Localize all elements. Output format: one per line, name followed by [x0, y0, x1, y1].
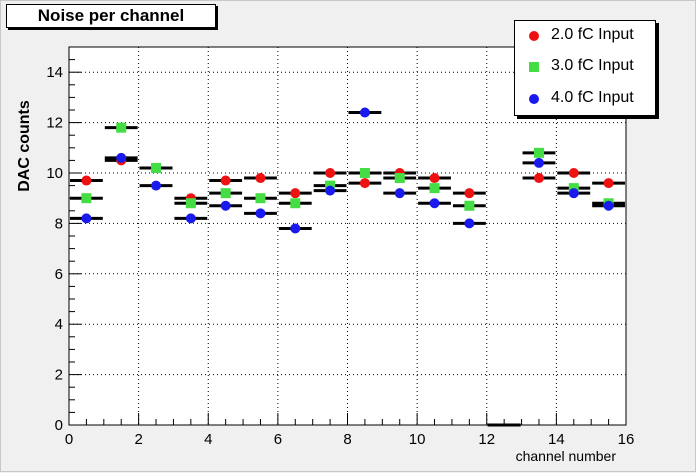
data-point-series-3 — [533, 157, 544, 168]
data-point-series-1 — [464, 188, 475, 199]
circle-marker-icon — [529, 31, 539, 41]
data-point-series-2 — [568, 183, 579, 194]
x-tick-label: 0 — [65, 431, 73, 448]
data-point-series-2 — [394, 173, 405, 184]
data-point-series-2 — [185, 198, 196, 209]
x-tick-label: 2 — [134, 431, 142, 448]
chart-title: Noise per channel — [37, 6, 185, 25]
y-tick-label: 2 — [55, 367, 63, 384]
data-point-series-2 — [255, 193, 266, 204]
data-point-series-1 — [81, 175, 92, 186]
data-point-series-3 — [429, 198, 440, 209]
data-point-series-3 — [603, 200, 614, 211]
x-axis-label: channel number — [516, 448, 617, 464]
legend-label: 2.0 fC Input — [551, 26, 634, 43]
data-point-series-3 — [151, 180, 162, 191]
y-tick-label: 10 — [46, 165, 63, 182]
y-tick-label: 0 — [55, 417, 63, 434]
data-point-series-3 — [290, 223, 301, 234]
data-point-series-1 — [290, 188, 301, 199]
data-point-series-2 — [81, 193, 92, 204]
y-tick-label: 4 — [55, 316, 63, 333]
data-point-series-3 — [568, 188, 579, 199]
data-point-series-3 — [255, 208, 266, 219]
data-point-series-3 — [464, 218, 475, 229]
data-point-series-3 — [81, 213, 92, 224]
x-tick-label: 12 — [478, 431, 495, 448]
data-point-series-2 — [533, 147, 544, 158]
chart-title-box: Noise per channel — [6, 4, 216, 28]
data-point-series-2 — [151, 162, 162, 173]
data-point-series-1 — [533, 173, 544, 184]
y-tick-label: 14 — [46, 64, 63, 81]
data-point-series-2 — [325, 180, 336, 191]
legend: 2.0 fC Input 3.0 fC Input 4.0 fC Input — [514, 20, 656, 116]
data-point-series-1 — [359, 178, 370, 189]
y-tick-label: 6 — [55, 266, 63, 283]
legend-label: 4.0 fC Input — [551, 89, 634, 106]
x-tick-label: 14 — [548, 431, 565, 448]
x-tick-label: 16 — [618, 431, 635, 448]
data-point-series-2 — [429, 183, 440, 194]
data-markers — [81, 107, 614, 234]
data-point-series-1 — [325, 168, 336, 178]
axes: 0 2 4 6 8 10 12 14 16 0 2 4 6 8 10 12 14 — [46, 46, 635, 448]
data-point-series-1 — [568, 168, 579, 178]
data-point-series-1 — [220, 175, 231, 186]
circle-marker-icon — [529, 94, 539, 104]
data-point-series-3 — [359, 107, 370, 118]
data-point-series-2 — [464, 200, 475, 211]
data-point-series-1 — [603, 178, 614, 189]
data-point-series-2 — [359, 168, 370, 178]
x-tick-label: 10 — [409, 431, 426, 448]
data-point-series-2 — [290, 198, 301, 209]
legend-label: 3.0 fC Input — [551, 57, 634, 74]
y-axis-label: DAC counts — [16, 100, 33, 192]
x-tick-label: 8 — [343, 431, 351, 448]
legend-item-series-1: 2.0 fC Input — [515, 21, 655, 51]
data-point-series-3 — [116, 152, 127, 163]
data-point-series-2 — [220, 188, 231, 199]
data-point-series-3 — [325, 185, 336, 196]
data-point-series-3 — [220, 200, 231, 211]
x-tick-label: 4 — [204, 431, 212, 448]
data-point-series-1 — [255, 173, 266, 184]
y-tick-label: 12 — [46, 115, 63, 132]
data-point-series-3 — [185, 213, 196, 224]
legend-item-series-2: 3.0 fC Input — [515, 52, 655, 82]
square-marker-icon — [529, 62, 539, 72]
x-tick-label: 6 — [274, 431, 282, 448]
y-tick-label: 8 — [55, 215, 63, 232]
data-point-series-3 — [394, 188, 405, 199]
data-point-series-1 — [429, 173, 440, 184]
data-point-series-2 — [116, 122, 127, 133]
legend-item-series-3: 4.0 fC Input — [515, 84, 655, 114]
